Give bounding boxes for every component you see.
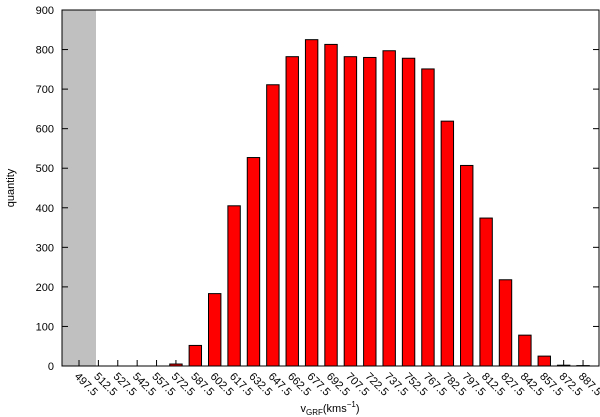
bar <box>479 217 493 367</box>
bar <box>382 50 396 367</box>
bar <box>401 57 416 367</box>
x-label-unit: (kms <box>323 403 347 415</box>
bar <box>227 205 241 367</box>
x-axis-label: vGRF(kms−1) <box>300 400 359 417</box>
shaded-region <box>62 10 96 366</box>
bar <box>285 56 299 367</box>
y-tick-label: 700 <box>36 84 54 96</box>
y-tick-label: 400 <box>36 203 54 215</box>
y-tick-label: 600 <box>36 124 54 136</box>
y-tick-label: 100 <box>36 321 54 333</box>
x-label-close: ) <box>356 403 360 415</box>
bar <box>343 56 358 367</box>
y-tick-label: 900 <box>36 5 54 17</box>
bar <box>304 39 319 367</box>
bar <box>208 293 222 367</box>
x-label-sub: GRF <box>306 408 323 417</box>
bar <box>440 120 455 367</box>
y-tick-label: 200 <box>36 282 54 294</box>
y-tick-label: 0 <box>48 361 54 373</box>
bar <box>266 84 280 367</box>
y-axis-label: quantity <box>5 168 17 207</box>
y-tick-label: 500 <box>36 163 54 175</box>
bar <box>188 344 203 367</box>
bar <box>498 279 513 367</box>
bar <box>537 355 551 367</box>
bar <box>324 43 338 367</box>
bar <box>460 164 474 367</box>
x-label-sup: −1 <box>347 400 357 409</box>
plot-frame <box>61 9 600 367</box>
bar <box>363 56 377 367</box>
bar <box>246 157 261 367</box>
y-tick-label: 300 <box>36 242 54 254</box>
bar <box>421 68 435 367</box>
bar <box>518 334 532 367</box>
y-tick-label: 800 <box>36 45 54 57</box>
x-label-main: v <box>300 403 306 415</box>
